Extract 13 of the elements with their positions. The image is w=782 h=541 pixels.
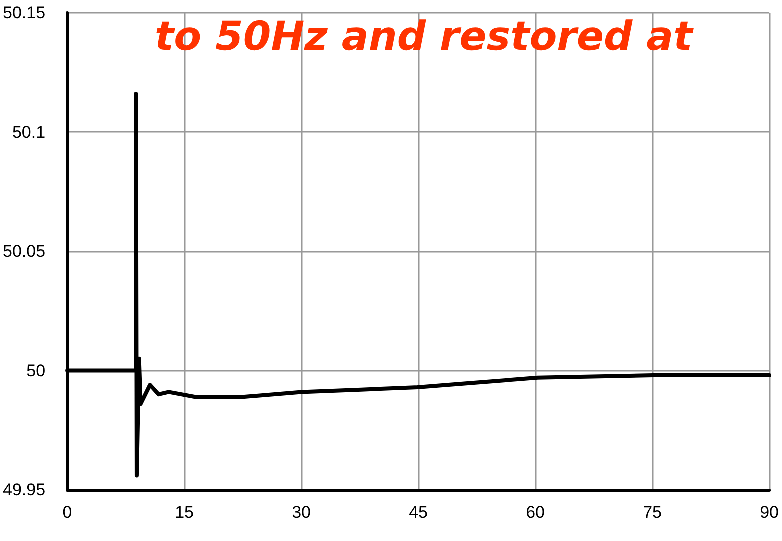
x-tick-label: 60	[526, 503, 546, 522]
y-tick-label: 50	[26, 361, 46, 380]
y-tick-label: 50.15	[2, 4, 46, 22]
y-tick-label: 50.05	[2, 242, 46, 261]
chart-title: to 50Hz and restored at	[155, 14, 695, 60]
x-tick-label: 90	[760, 503, 780, 522]
x-tick-label: 45	[409, 503, 428, 522]
x-tick-label: 15	[175, 503, 194, 522]
x-tick-label: 75	[643, 503, 662, 522]
x-tick-label: 0	[62, 503, 72, 522]
x-tick-label: 30	[292, 503, 312, 522]
y-tick-label: 50.1	[12, 122, 46, 142]
y-tick-label: 49.95	[2, 480, 46, 500]
